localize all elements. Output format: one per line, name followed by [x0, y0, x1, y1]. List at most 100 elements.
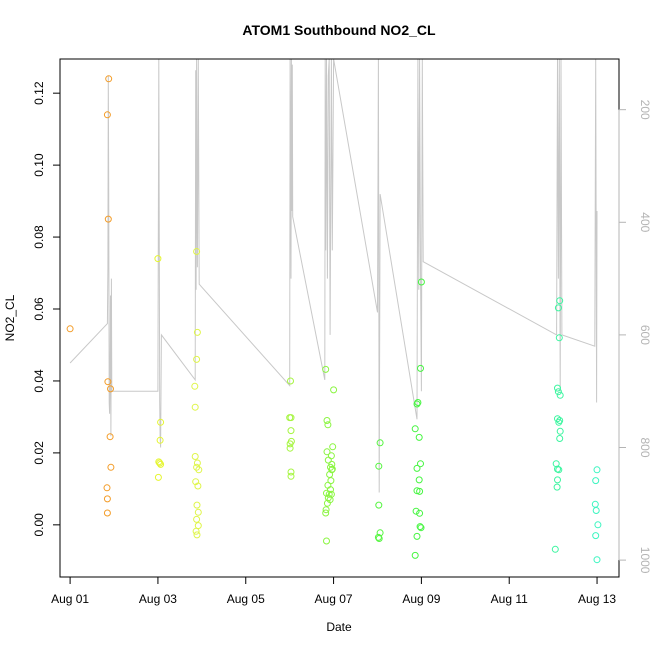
data-point [154, 473, 162, 481]
data-point [374, 533, 382, 541]
y2-tick-label: 400 [638, 212, 650, 232]
data-point [324, 421, 332, 429]
y-axis-label: NO2_CL [3, 294, 17, 341]
x-tick-label: Aug 05 [227, 592, 265, 606]
data-point [413, 464, 421, 472]
data-point [103, 111, 111, 119]
depth-track-line [69, 59, 598, 493]
x-tick-label: Aug 03 [139, 592, 177, 606]
data-point [330, 386, 338, 394]
data-point [322, 509, 330, 517]
data-point [323, 448, 331, 456]
data-point [193, 355, 201, 363]
data-point [322, 506, 330, 514]
points-layer [66, 75, 602, 564]
data-point [594, 521, 602, 529]
x-tick-label: Aug 11 [491, 592, 528, 606]
data-point [193, 515, 201, 523]
data-point [415, 476, 423, 484]
data-point [551, 545, 559, 553]
y-tick-label: 0.08 [32, 225, 46, 249]
data-point [193, 531, 201, 539]
data-point [417, 364, 424, 372]
data-point [286, 444, 294, 452]
data-point [107, 385, 114, 393]
data-point [555, 418, 563, 426]
depth-track-layer [69, 59, 598, 493]
data-point [416, 523, 424, 531]
data-point [287, 414, 295, 422]
data-point [413, 400, 421, 408]
data-point [66, 325, 74, 333]
data-point [413, 532, 421, 540]
data-point [556, 391, 564, 399]
data-point [287, 468, 295, 476]
data-point [412, 507, 420, 515]
y-tick-label: 0.00 [32, 513, 46, 537]
y-tick-label: 0.10 [32, 153, 46, 177]
y-tick-label: 0.06 [32, 297, 46, 321]
data-point [417, 524, 425, 532]
data-point [323, 537, 330, 545]
data-point [416, 509, 424, 517]
data-point [411, 425, 419, 433]
data-point [555, 466, 563, 474]
y2-tick-label: 800 [638, 437, 650, 457]
data-point [157, 418, 165, 426]
data-point [411, 551, 419, 559]
data-point [554, 415, 561, 423]
data-point [324, 456, 332, 464]
data-point [287, 377, 294, 385]
data-point [156, 459, 164, 467]
data-point [556, 435, 564, 442]
data-point [375, 535, 383, 542]
y-tick-label: 0.02 [32, 441, 46, 465]
x-tick-label: Aug 13 [578, 592, 616, 606]
data-point [323, 417, 331, 424]
data-point [103, 495, 111, 503]
y2-axis: 200 400 600 800 1000 [618, 100, 650, 574]
data-point [191, 453, 199, 460]
data-point [104, 378, 112, 386]
data-point [192, 527, 200, 535]
data-point [156, 436, 164, 444]
data-point [417, 278, 425, 286]
data-point [193, 501, 201, 509]
data-point [287, 427, 295, 435]
data-point [191, 403, 199, 411]
chart-title: ATOM1 Southbound NO2_CL [242, 22, 436, 38]
data-point [327, 486, 334, 494]
data-point [154, 255, 162, 263]
data-point [554, 476, 561, 484]
data-point [592, 507, 600, 514]
y-tick-label: 0.12 [32, 81, 46, 105]
data-point [193, 328, 201, 336]
data-point [106, 433, 114, 441]
y2-tick-label: 600 [638, 325, 650, 345]
data-point [414, 399, 422, 406]
data-point [593, 556, 601, 564]
data-point [104, 215, 112, 223]
data-point [554, 304, 562, 312]
data-point [554, 384, 561, 392]
data-point [191, 382, 199, 390]
data-point [286, 440, 294, 448]
data-point [323, 499, 331, 507]
data-point [415, 433, 423, 441]
data-point [375, 501, 383, 509]
data-point [592, 477, 600, 485]
data-point [194, 508, 202, 516]
data-point [556, 427, 564, 435]
data-point [193, 248, 201, 255]
data-point [556, 297, 564, 305]
data-point [195, 466, 203, 474]
data-point [417, 460, 424, 468]
data-point [416, 487, 424, 495]
data-point [553, 483, 561, 491]
x-tick-label: Aug 01 [51, 592, 89, 606]
data-point [103, 509, 111, 517]
x-axis-label: Date [326, 620, 352, 634]
data-point [376, 439, 384, 447]
data-point [593, 466, 601, 474]
